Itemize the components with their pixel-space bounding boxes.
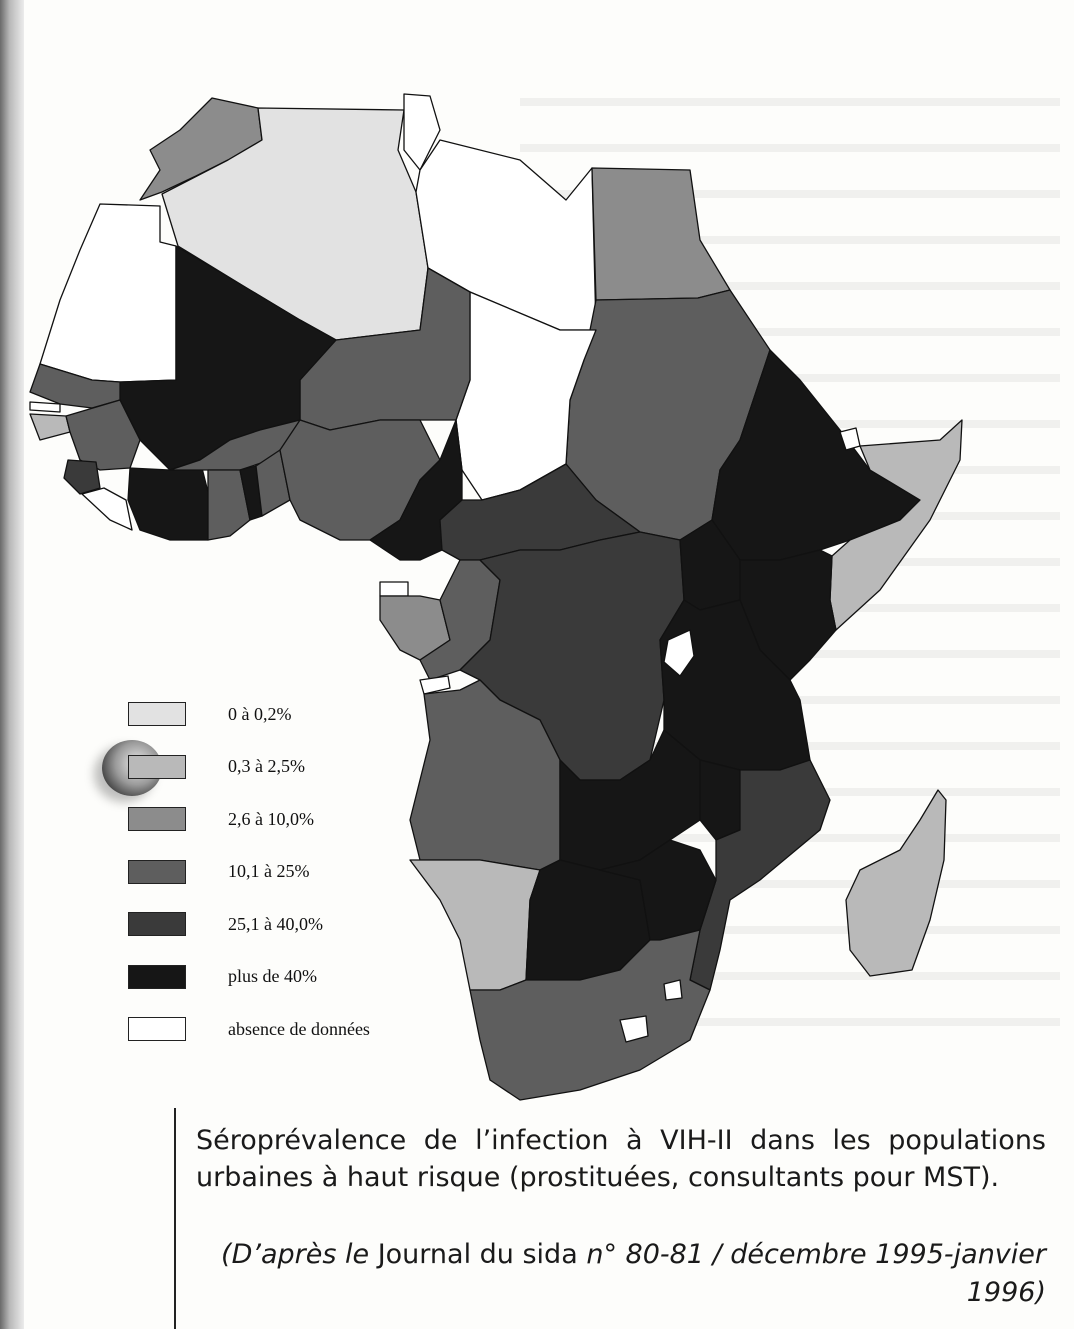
legend-item: absence de données xyxy=(128,1003,458,1056)
region-guinea[interactable] xyxy=(65,399,141,471)
legend-item: 0,3 à 2,5% xyxy=(128,741,458,794)
legend-swatch xyxy=(128,702,186,727)
legend-item: plus de 40% xyxy=(128,951,458,1004)
legend-label: 10,1 à 25% xyxy=(228,861,310,882)
region-swaziland[interactable] xyxy=(663,979,683,1001)
region-cote-divoire[interactable] xyxy=(127,459,211,541)
legend-label: 2,6 à 10,0% xyxy=(228,808,314,829)
region-madagascar[interactable] xyxy=(845,789,947,977)
region-guinea-bissau[interactable] xyxy=(29,413,71,441)
region-lesotho[interactable] xyxy=(619,1015,649,1043)
legend-item: 25,1 à 40,0% xyxy=(128,898,458,951)
legend-item: 0 à 0,2% xyxy=(128,688,458,741)
legend-label: 25,1 à 40,0% xyxy=(228,913,323,934)
region-sierra-leone[interactable] xyxy=(63,459,101,495)
source-prefix: (D’après le xyxy=(221,1239,378,1270)
region-mozambique[interactable] xyxy=(689,759,831,991)
region-mauritania[interactable] xyxy=(39,203,177,383)
book-spine-shadow xyxy=(0,0,24,1329)
legend-swatch xyxy=(128,754,186,779)
figure-caption: Séroprévalence de l’infection à VIH-II d… xyxy=(196,1125,1046,1193)
region-eq-guinea[interactable] xyxy=(379,581,409,597)
legend-swatch xyxy=(128,1017,186,1042)
region-ghana[interactable] xyxy=(207,469,251,541)
legend-swatch xyxy=(128,859,186,884)
legend-swatch xyxy=(128,964,186,989)
legend-label: 0,3 à 2,5% xyxy=(228,756,305,777)
figure-source: (D’après le Journal du sida n° 80-81 / d… xyxy=(196,1236,1046,1312)
region-gambia[interactable] xyxy=(29,401,61,413)
region-malawi[interactable] xyxy=(699,759,741,841)
legend-item: 2,6 à 10,0% xyxy=(128,793,458,846)
source-journal: Journal du sida xyxy=(377,1239,578,1270)
region-tunisia[interactable] xyxy=(403,93,441,171)
region-egypt[interactable] xyxy=(591,167,731,301)
legend-item: 10,1 à 25% xyxy=(128,846,458,899)
region-liberia[interactable] xyxy=(81,487,133,531)
source-suffix: n° 80-81 / décembre 1995-janvier 1996) xyxy=(577,1239,1046,1308)
legend-label: absence de données xyxy=(228,1018,370,1039)
region-cabinda[interactable] xyxy=(419,675,451,695)
caption-rule xyxy=(174,1108,176,1329)
legend-label: 0 à 0,2% xyxy=(228,703,292,724)
region-zimbabwe[interactable] xyxy=(599,839,717,941)
legend-swatch xyxy=(128,912,186,937)
region-south-africa[interactable] xyxy=(469,929,711,1101)
legend-label: plus de 40% xyxy=(228,966,317,987)
lake-victoria xyxy=(663,629,695,677)
legend-swatch xyxy=(128,807,186,832)
africa-map xyxy=(29,93,963,1101)
map-legend: 0 à 0,2% 0,3 à 2,5% 2,6 à 10,0% 10,1 à 25% 2… xyxy=(128,688,458,1056)
